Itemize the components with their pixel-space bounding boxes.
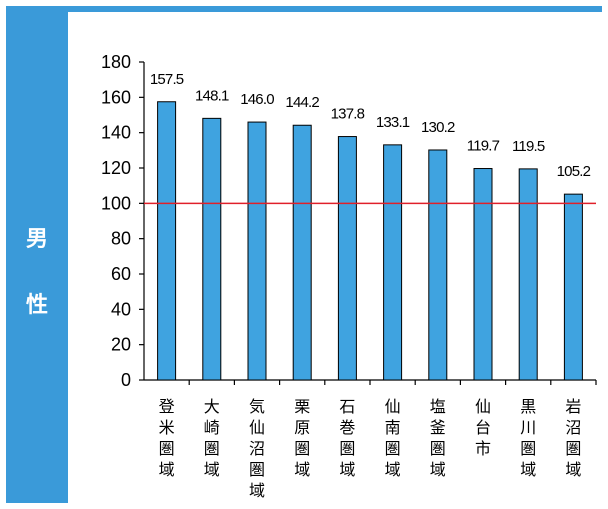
- x-category-char: 圏: [339, 439, 355, 458]
- x-category-char: 米: [159, 418, 175, 437]
- x-category-char: 栗: [294, 397, 310, 416]
- x-category-char: 石: [339, 397, 355, 416]
- x-category-char: 域: [339, 460, 355, 479]
- data-label: 137.8: [331, 106, 365, 123]
- x-category-char: 仙: [249, 418, 265, 437]
- x-category-char: 大: [204, 397, 220, 416]
- data-label: 130.2: [421, 119, 455, 136]
- x-category-char: 岩: [565, 397, 581, 416]
- x-category-char: 台: [475, 418, 491, 437]
- x-category-char: 川: [520, 418, 536, 437]
- data-label: 119.7: [467, 138, 500, 155]
- y-tick-label: 100: [101, 193, 131, 213]
- data-label: 133.1: [376, 114, 410, 131]
- x-category-char: 塩: [430, 397, 446, 416]
- bar: [247, 121, 267, 381]
- side-label-char-2: 性: [25, 293, 48, 318]
- x-category-char: 圏: [385, 439, 401, 458]
- x-category-char: 沼: [249, 439, 265, 458]
- x-category-char: 域: [294, 460, 310, 479]
- side-accent-band: [6, 6, 68, 503]
- x-category-char: 域: [159, 460, 175, 479]
- x-category-char: 黒: [520, 397, 536, 416]
- data-label: 105.2: [557, 163, 591, 180]
- y-tick-label: 120: [101, 158, 131, 178]
- x-category-char: 気: [249, 397, 265, 416]
- y-tick-label: 20: [111, 335, 131, 355]
- x-category-label: 仙台市: [475, 397, 491, 458]
- data-label: 119.5: [512, 138, 545, 155]
- data-label: 157.5: [150, 71, 184, 88]
- x-category-char: 仙: [475, 397, 491, 416]
- bar: [157, 101, 177, 381]
- bar: [518, 168, 538, 381]
- y-tick-label: 0: [121, 370, 131, 390]
- x-category-char: 圏: [204, 439, 220, 458]
- x-category-char: 圏: [294, 439, 310, 458]
- x-category-char: 巻: [339, 418, 355, 437]
- x-category-char: 域: [249, 481, 265, 500]
- y-tick-label: 60: [111, 264, 131, 284]
- x-category-char: 仙: [385, 397, 401, 416]
- x-category-char: 登: [159, 397, 175, 416]
- x-category-char: 原: [294, 418, 310, 437]
- x-category-char: 釜: [430, 418, 446, 437]
- bar: [292, 124, 312, 381]
- x-category-char: 圏: [520, 439, 536, 458]
- data-label: 146.0: [240, 91, 274, 108]
- x-category-char: 沼: [565, 418, 581, 437]
- x-category-char: 域: [385, 460, 401, 479]
- x-category-char: 崎: [204, 418, 220, 437]
- x-category-char: 圏: [159, 439, 175, 458]
- x-category-char: 圏: [565, 439, 581, 458]
- bar: [563, 193, 583, 381]
- bar: [202, 117, 222, 381]
- x-category-char: 域: [430, 460, 446, 479]
- top-accent-band: [6, 6, 602, 12]
- x-category-char: 南: [385, 418, 401, 437]
- y-tick-label: 160: [101, 87, 131, 107]
- x-category-char: 圏: [430, 439, 446, 458]
- side-label-char-1: 男: [25, 227, 48, 252]
- data-label: 144.2: [285, 94, 319, 111]
- bar: [428, 149, 448, 381]
- y-tick-label: 40: [111, 299, 131, 319]
- y-tick-label: 140: [101, 123, 131, 143]
- data-label: 148.1: [195, 87, 229, 104]
- x-category-char: 域: [204, 460, 220, 479]
- y-tick-label: 80: [111, 229, 131, 249]
- x-category-char: 域: [565, 460, 581, 479]
- y-tick-label: 180: [101, 52, 131, 72]
- bar: [337, 136, 357, 381]
- x-category-char: 域: [520, 460, 536, 479]
- bar: [383, 144, 403, 381]
- bar: [473, 168, 493, 381]
- x-category-char: 市: [475, 439, 491, 458]
- x-category-char: 圏: [249, 460, 265, 479]
